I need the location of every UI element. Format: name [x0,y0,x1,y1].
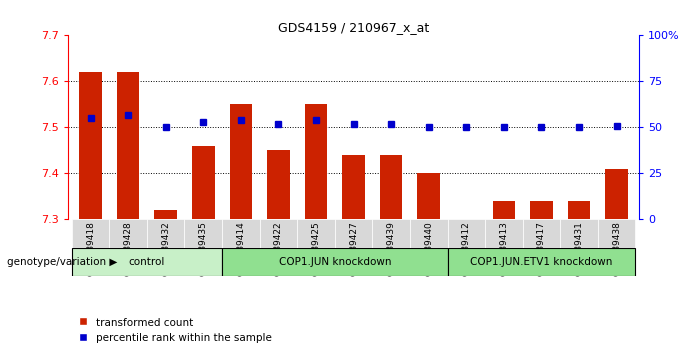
FancyBboxPatch shape [222,219,260,248]
Text: COP1.JUN knockdown: COP1.JUN knockdown [279,257,391,267]
Text: GSM689417: GSM689417 [537,221,546,276]
FancyBboxPatch shape [410,219,447,248]
Bar [267,150,290,219]
FancyBboxPatch shape [72,248,222,276]
FancyBboxPatch shape [72,219,109,248]
Text: GSM689427: GSM689427 [349,221,358,276]
Bar [380,155,403,219]
Text: GSM689422: GSM689422 [274,221,283,275]
Bar [530,201,553,219]
Bar [418,173,440,219]
FancyBboxPatch shape [222,248,447,276]
FancyBboxPatch shape [109,219,147,248]
Text: GSM689440: GSM689440 [424,221,433,276]
Text: GSM689412: GSM689412 [462,221,471,276]
Text: GSM689414: GSM689414 [237,221,245,276]
Bar [605,169,628,219]
FancyBboxPatch shape [447,219,485,248]
Bar [230,104,252,219]
Text: GSM689432: GSM689432 [161,221,170,276]
Bar [117,72,139,219]
FancyBboxPatch shape [373,219,410,248]
FancyBboxPatch shape [260,219,297,248]
FancyBboxPatch shape [560,219,598,248]
Bar [568,201,590,219]
Text: GSM689425: GSM689425 [311,221,320,276]
FancyBboxPatch shape [335,219,373,248]
Legend: transformed count, percentile rank within the sample: transformed count, percentile rank withi… [73,313,276,347]
Text: GSM689428: GSM689428 [124,221,133,276]
FancyBboxPatch shape [447,248,635,276]
Text: control: control [129,257,165,267]
Bar [154,210,177,219]
FancyBboxPatch shape [598,219,635,248]
FancyBboxPatch shape [485,219,523,248]
FancyBboxPatch shape [184,219,222,248]
Bar [192,146,215,219]
Bar [492,201,515,219]
Text: GSM689439: GSM689439 [387,221,396,276]
FancyBboxPatch shape [523,219,560,248]
Text: GSM689431: GSM689431 [575,221,583,276]
Bar [305,104,327,219]
Text: GSM689418: GSM689418 [86,221,95,276]
Title: GDS4159 / 210967_x_at: GDS4159 / 210967_x_at [278,21,429,34]
FancyBboxPatch shape [297,219,335,248]
Text: GSM689438: GSM689438 [612,221,621,276]
Text: COP1.JUN.ETV1 knockdown: COP1.JUN.ETV1 knockdown [471,257,613,267]
Bar [80,72,102,219]
Text: GSM689435: GSM689435 [199,221,208,276]
Text: genotype/variation ▶: genotype/variation ▶ [7,257,117,267]
Text: GSM689413: GSM689413 [499,221,509,276]
FancyBboxPatch shape [147,219,184,248]
Bar [342,155,365,219]
